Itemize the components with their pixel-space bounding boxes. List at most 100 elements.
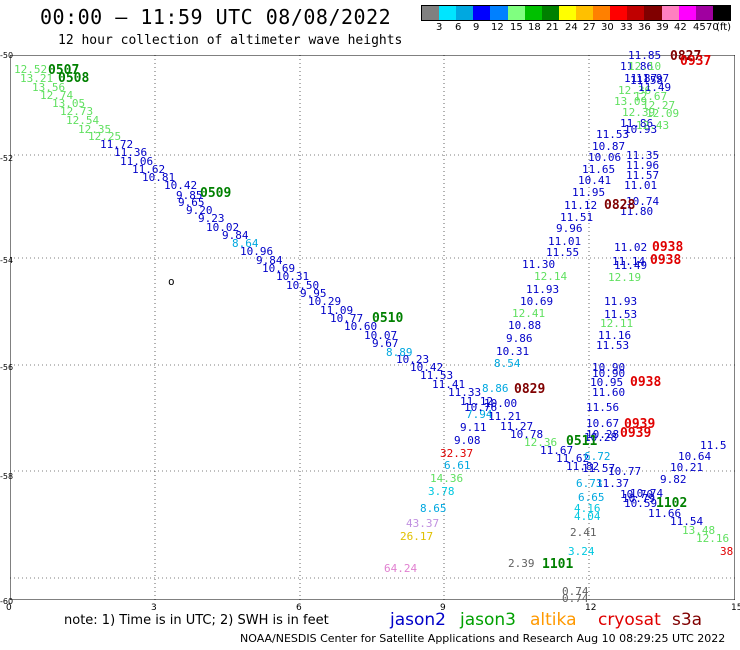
lon-label: 12 — [585, 603, 597, 613]
swh-value: 11.93 — [604, 295, 638, 308]
swh-value: 11.01 — [624, 179, 658, 192]
swh-value: 10.07 — [364, 329, 398, 342]
swh-value: 11.21 — [488, 410, 522, 423]
swh-value: 11.54 — [670, 515, 704, 528]
swh-value: 10.70 — [620, 488, 654, 501]
scale-swatch — [661, 6, 679, 20]
swh-value: 10.69 — [520, 295, 554, 308]
swh-value: 10.42 — [410, 361, 444, 374]
swh-value: 11.12 — [460, 395, 494, 408]
swh-value: 6.72 — [584, 450, 611, 463]
swh-value: 10.41 — [578, 174, 612, 187]
swh-value: 10.60 — [344, 320, 378, 333]
scale-swatch — [422, 6, 440, 20]
swh-value: 10.29 — [308, 295, 342, 308]
scale-label: 12 — [491, 22, 504, 33]
swh-value: 11.72 — [100, 138, 134, 151]
swh-value: 12.36 — [618, 84, 652, 97]
swh-value: 9.67 — [372, 337, 399, 350]
swh-value: 10.74 — [630, 487, 664, 500]
swh-value: 10.67 — [586, 417, 620, 430]
scale-label: 15 — [510, 22, 523, 33]
swh-value: 12.10 — [628, 60, 662, 73]
scale-label: 18 — [528, 22, 541, 33]
swh-value: 11.53 — [604, 308, 638, 321]
swh-value: 6.61 — [444, 459, 471, 472]
swh-value: 8.86 — [482, 382, 509, 395]
swh-value: 12.19 — [608, 271, 642, 284]
scale-label: 9 — [473, 22, 480, 33]
swh-value: 12.14 — [534, 270, 568, 283]
swh-value: 0.74 — [562, 585, 589, 598]
swh-value: 10.90 — [592, 361, 626, 374]
chart-subtitle: 12 hour collection of altimeter wave hei… — [58, 33, 403, 48]
swh-value: 10.77 — [608, 465, 642, 478]
swh-value: 11.53 — [596, 339, 630, 352]
note-text: note: 1) Time is in UTC; 2) SWH is in fe… — [64, 613, 329, 628]
swh-value: 11.14 — [612, 255, 646, 268]
time-label: 0511 — [566, 434, 598, 449]
swh-value: 6.73 — [576, 477, 603, 490]
scale-swatch — [524, 6, 542, 20]
swh-value: 14.36 — [430, 472, 464, 485]
legend-altika: altika — [530, 610, 577, 630]
swh-value: 10.31 — [496, 345, 530, 358]
swh-value: 10.76 — [464, 401, 498, 414]
time-label: 0938 — [652, 240, 684, 255]
scale-swatch — [610, 6, 628, 20]
swh-value: 12.43 — [636, 119, 670, 132]
scale-label: 30 — [601, 22, 614, 33]
swh-value: 11.80 — [620, 205, 654, 218]
swh-value: 12.74 — [40, 89, 74, 102]
swh-value: 9.20 — [186, 204, 213, 217]
time-label: 0507 — [48, 63, 80, 78]
swh-value: 11.62 — [132, 163, 166, 176]
swh-value: 0.74 — [562, 592, 589, 605]
swh-value: 11.57 — [626, 169, 660, 182]
swh-value: 11.06 — [120, 155, 154, 168]
swh-value: 13.09 — [614, 95, 648, 108]
swh-value: 13.05 — [52, 97, 86, 110]
swh-value: 10.02 — [206, 221, 240, 234]
swh-value: 11.95 — [572, 186, 606, 199]
time-label: 0937 — [680, 54, 712, 69]
swh-value: 9.86 — [506, 332, 533, 345]
swh-value: 12.11 — [600, 317, 634, 330]
swh-value: 10.79 — [622, 492, 656, 505]
scale-label: (ft) — [716, 22, 732, 33]
swh-value: 11.30 — [522, 258, 556, 271]
scale-label: 3 — [436, 22, 443, 33]
swh-value: 11.67 — [540, 444, 574, 457]
time-label: 0827 — [670, 49, 702, 64]
lat-label: -54 — [0, 256, 14, 265]
swh-value: 12.36 — [524, 436, 558, 449]
swh-value: 11.33 — [448, 386, 482, 399]
swh-value: 12.09 — [646, 107, 680, 120]
swh-value: 6.65 — [578, 491, 605, 504]
swh-value: 11.02 — [614, 241, 648, 254]
swh-value: 10.42 — [164, 179, 198, 192]
swh-value: 10.81 — [142, 171, 176, 184]
swh-value: 7.94 — [466, 408, 493, 421]
lat-label: -50 — [0, 51, 14, 60]
scale-label: 24 — [565, 22, 578, 33]
swh-value: 10.28 — [584, 431, 618, 444]
swh-value: 12.67 — [634, 90, 668, 103]
swh-value: 11.53 — [420, 369, 454, 382]
time-label: 0939 — [620, 426, 652, 441]
scale-label: 39 — [656, 22, 669, 33]
lon-label: 9 — [440, 603, 446, 613]
scale-swatch — [490, 6, 508, 20]
swh-value: 10.69 — [262, 262, 296, 275]
swh-value: 11.56 — [586, 401, 620, 414]
swh-value: 13.56 — [32, 81, 66, 94]
scale-label: 36 — [638, 22, 651, 33]
swh-value: 4.16 — [574, 502, 601, 515]
track-marker: o — [168, 275, 175, 288]
swh-value: 10.87 — [592, 140, 626, 153]
swh-value: 12.52 — [14, 63, 48, 76]
swh-value: 11.85 — [628, 49, 662, 62]
swh-value: 9.84 — [256, 254, 283, 267]
swh-value: 10.90 — [592, 367, 626, 380]
swh-value: 10.93 — [624, 123, 658, 136]
